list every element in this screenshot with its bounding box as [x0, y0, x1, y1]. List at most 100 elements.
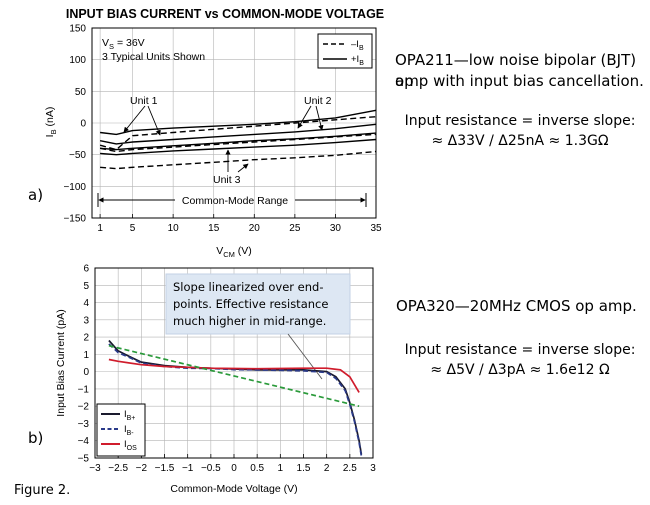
chart-b-legend-label-ibplus: IB+ [124, 409, 135, 422]
chart-a-annotation-unit3: Unit 3 [213, 174, 241, 186]
chart-a-x-tick-label: 1 [97, 223, 103, 234]
chart-a-y-tick-label: 100 [69, 55, 86, 66]
panel-b-label: b) [28, 429, 44, 447]
chart-b-plot-frame [94, 267, 374, 459]
chart-a-y-ticks: 150 100 50 0 −50 −100 −150 [63, 24, 86, 225]
chart-b-y-tick-label: −5 [78, 454, 90, 465]
opa211-resistance-line-2: ≈ Δ33V / Δ25nA ≈ 1.3GΩ [431, 133, 609, 149]
chart-b-legend: IB+ IB- IOS [96, 403, 146, 457]
chart-a-series-line-1 [100, 109, 377, 136]
chart-a-y-tick-label: −50 [69, 150, 86, 161]
chart-a-x-tick-label: 5 [130, 223, 136, 234]
chart-a-legend: –IB +IB [317, 33, 373, 69]
callout-line-2: points. Effective resistance [173, 297, 328, 311]
chart-b-x-tick-label: 0 [231, 463, 237, 474]
chart-a: INPUT BIAS CURRENT vs COMMON-MODE VOLTAG… [44, 7, 384, 259]
chart-a-x-label: VCM (V) [216, 245, 252, 259]
chart-a-annotation-unit1: Unit 1 [130, 95, 158, 107]
chart-b-y-ticks: 6 5 4 3 2 1 0 −1 −2 −3 −4 −5 [78, 264, 90, 465]
chart-b-legend-label-ios: IOS [124, 439, 137, 452]
chart-b-series-line-4 [108, 344, 360, 408]
chart-a-series [99, 109, 377, 170]
chart-b-legend-label-ibminus: IB- [124, 424, 134, 437]
chart-a-x-ticks: 1 5 10 15 20 25 30 35 [97, 223, 382, 234]
chart-b-y-tick-label: 1 [83, 350, 89, 361]
chart-b-x-tick-label: 2.5 [343, 463, 357, 474]
chart-b-x-tick-label: −2.5 [108, 463, 128, 474]
chart-b-x-tick-label: −2 [136, 463, 148, 474]
chart-b-x-tick-label: 3 [370, 463, 376, 474]
chart-b-x-tick-label: 1 [278, 463, 284, 474]
chart-a-x-tick-label: 15 [208, 223, 220, 234]
opa211-resistance-line-1: Input resistance = inverse slope: [404, 113, 636, 129]
chart-b-x-tick-label: −0.5 [201, 463, 221, 474]
chart-b-x-tick-label: 2 [324, 463, 330, 474]
chart-a-title: INPUT BIAS CURRENT vs COMMON-MODE VOLTAG… [66, 7, 384, 21]
chart-a-legend-label-neg: –IB [351, 39, 364, 52]
figure-caption: Figure 2. [14, 483, 71, 498]
opa320-resistance-line-1: Input resistance = inverse slope: [404, 342, 636, 358]
chart-b-x-tick-label: −1 [182, 463, 194, 474]
chart-a-legend-label-pos: +IB [351, 54, 364, 67]
chart-b-y-tick-label: −1 [78, 384, 90, 395]
opa320-resistance-line-2: ≈ Δ5V / Δ3pA ≈ 1.6e12 Ω [430, 362, 610, 378]
chart-a-y-tick-label: 0 [80, 119, 86, 130]
chart-b-x-tick-label: 0.5 [250, 463, 264, 474]
chart-a-series-line-4 [100, 138, 377, 156]
chart-a-series-line-5 [99, 116, 377, 151]
chart-a-x-tick-label: 10 [168, 223, 180, 234]
chart-b-y-tick-label: 0 [83, 367, 89, 378]
chart-b-x-ticks: −3 −2.5 −2 −1.5 −1 −0.5 0 0.5 1 1.5 2 2.5 3 [89, 463, 376, 474]
chart-b-x-label: Common-Mode Voltage (V) [170, 483, 297, 495]
chart-a-unit3-arrow-b [237, 163, 249, 173]
chart-b-series-line-2 [108, 343, 363, 457]
chart-b-y-tick-label: 5 [83, 281, 89, 292]
chart-a-condition-units: 3 Typical Units Shown [102, 51, 205, 63]
chart-a-series-line-7 [100, 150, 377, 170]
chart-a-annotation-cm-range: Common-Mode Range [182, 195, 288, 207]
chart-a-unit2-arrow-b [315, 105, 324, 131]
chart-b-y-tick-label: −2 [78, 402, 90, 413]
callout-pointer [287, 333, 323, 380]
opa211-title-line-1: OPA211—low noise bipolar (BJT) op [395, 51, 637, 90]
chart-a-y-label: IB (nA) [44, 107, 58, 138]
callout-box [165, 273, 351, 335]
panel-a-label: a) [28, 186, 44, 204]
chart-a-x-tick-label: 20 [249, 223, 261, 234]
chart-a-condition-vs-value: = 36V [114, 37, 145, 49]
chart-a-y-tick-label: −100 [63, 182, 86, 193]
chart-a-x-tick-label: 35 [370, 223, 382, 234]
chart-a-unit1-arrow-b [147, 105, 161, 136]
chart-b-x-tick-label: −1.5 [155, 463, 175, 474]
chart-a-x-tick-label: 25 [289, 223, 301, 234]
chart-b-y-tick-label: 3 [83, 315, 89, 326]
chart-b: −3 −2.5 −2 −1.5 −1 −0.5 0 0.5 1 1.5 2 2.5 3 6543210−… [55, 264, 376, 496]
chart-b-series-line-3 [108, 358, 360, 393]
chart-b-y-tick-label: −4 [78, 436, 90, 447]
chart-b-y-tick-label: 2 [83, 333, 89, 344]
chart-b-y-label: Input Bias Current (pA) [55, 309, 67, 416]
chart-a-series-line-6 [99, 133, 377, 153]
chart-a-legend-box [317, 33, 373, 69]
chart-a-annotation-unit2: Unit 2 [304, 95, 332, 107]
chart-a-plot-frame [91, 27, 377, 219]
opa211-title-line-2: amp with input bias cancellation. [395, 72, 644, 90]
chart-a-unit1-arrow-a [123, 105, 146, 133]
opa320-title: OPA320—20MHz CMOS op amp. [396, 297, 637, 315]
chart-b-x-tick-label: −3 [89, 463, 101, 474]
chart-a-y-tick-label: 150 [69, 24, 86, 35]
callout-line-1: Slope linearized over end- [173, 280, 323, 294]
chart-b-y-tick-label: 6 [83, 264, 89, 275]
chart-a-y-tick-label: 50 [75, 87, 87, 98]
chart-a-condition-vs-sub: S [109, 42, 114, 51]
chart-a-x-tick-label: 30 [330, 223, 342, 234]
chart-a-y-tick-label: −150 [63, 214, 86, 225]
chart-a-unit2-arrow-a [297, 105, 312, 129]
chart-b-series [108, 339, 363, 457]
chart-b-x-tick-label: 1.5 [297, 463, 311, 474]
callout-line-3: much higher in mid-range. [173, 314, 326, 328]
chart-b-y-tick-label: −3 [78, 419, 90, 430]
chart-b-y-tick-label: 4 [83, 298, 89, 309]
chart-a-condition-vs: VS = 36V [102, 37, 145, 51]
